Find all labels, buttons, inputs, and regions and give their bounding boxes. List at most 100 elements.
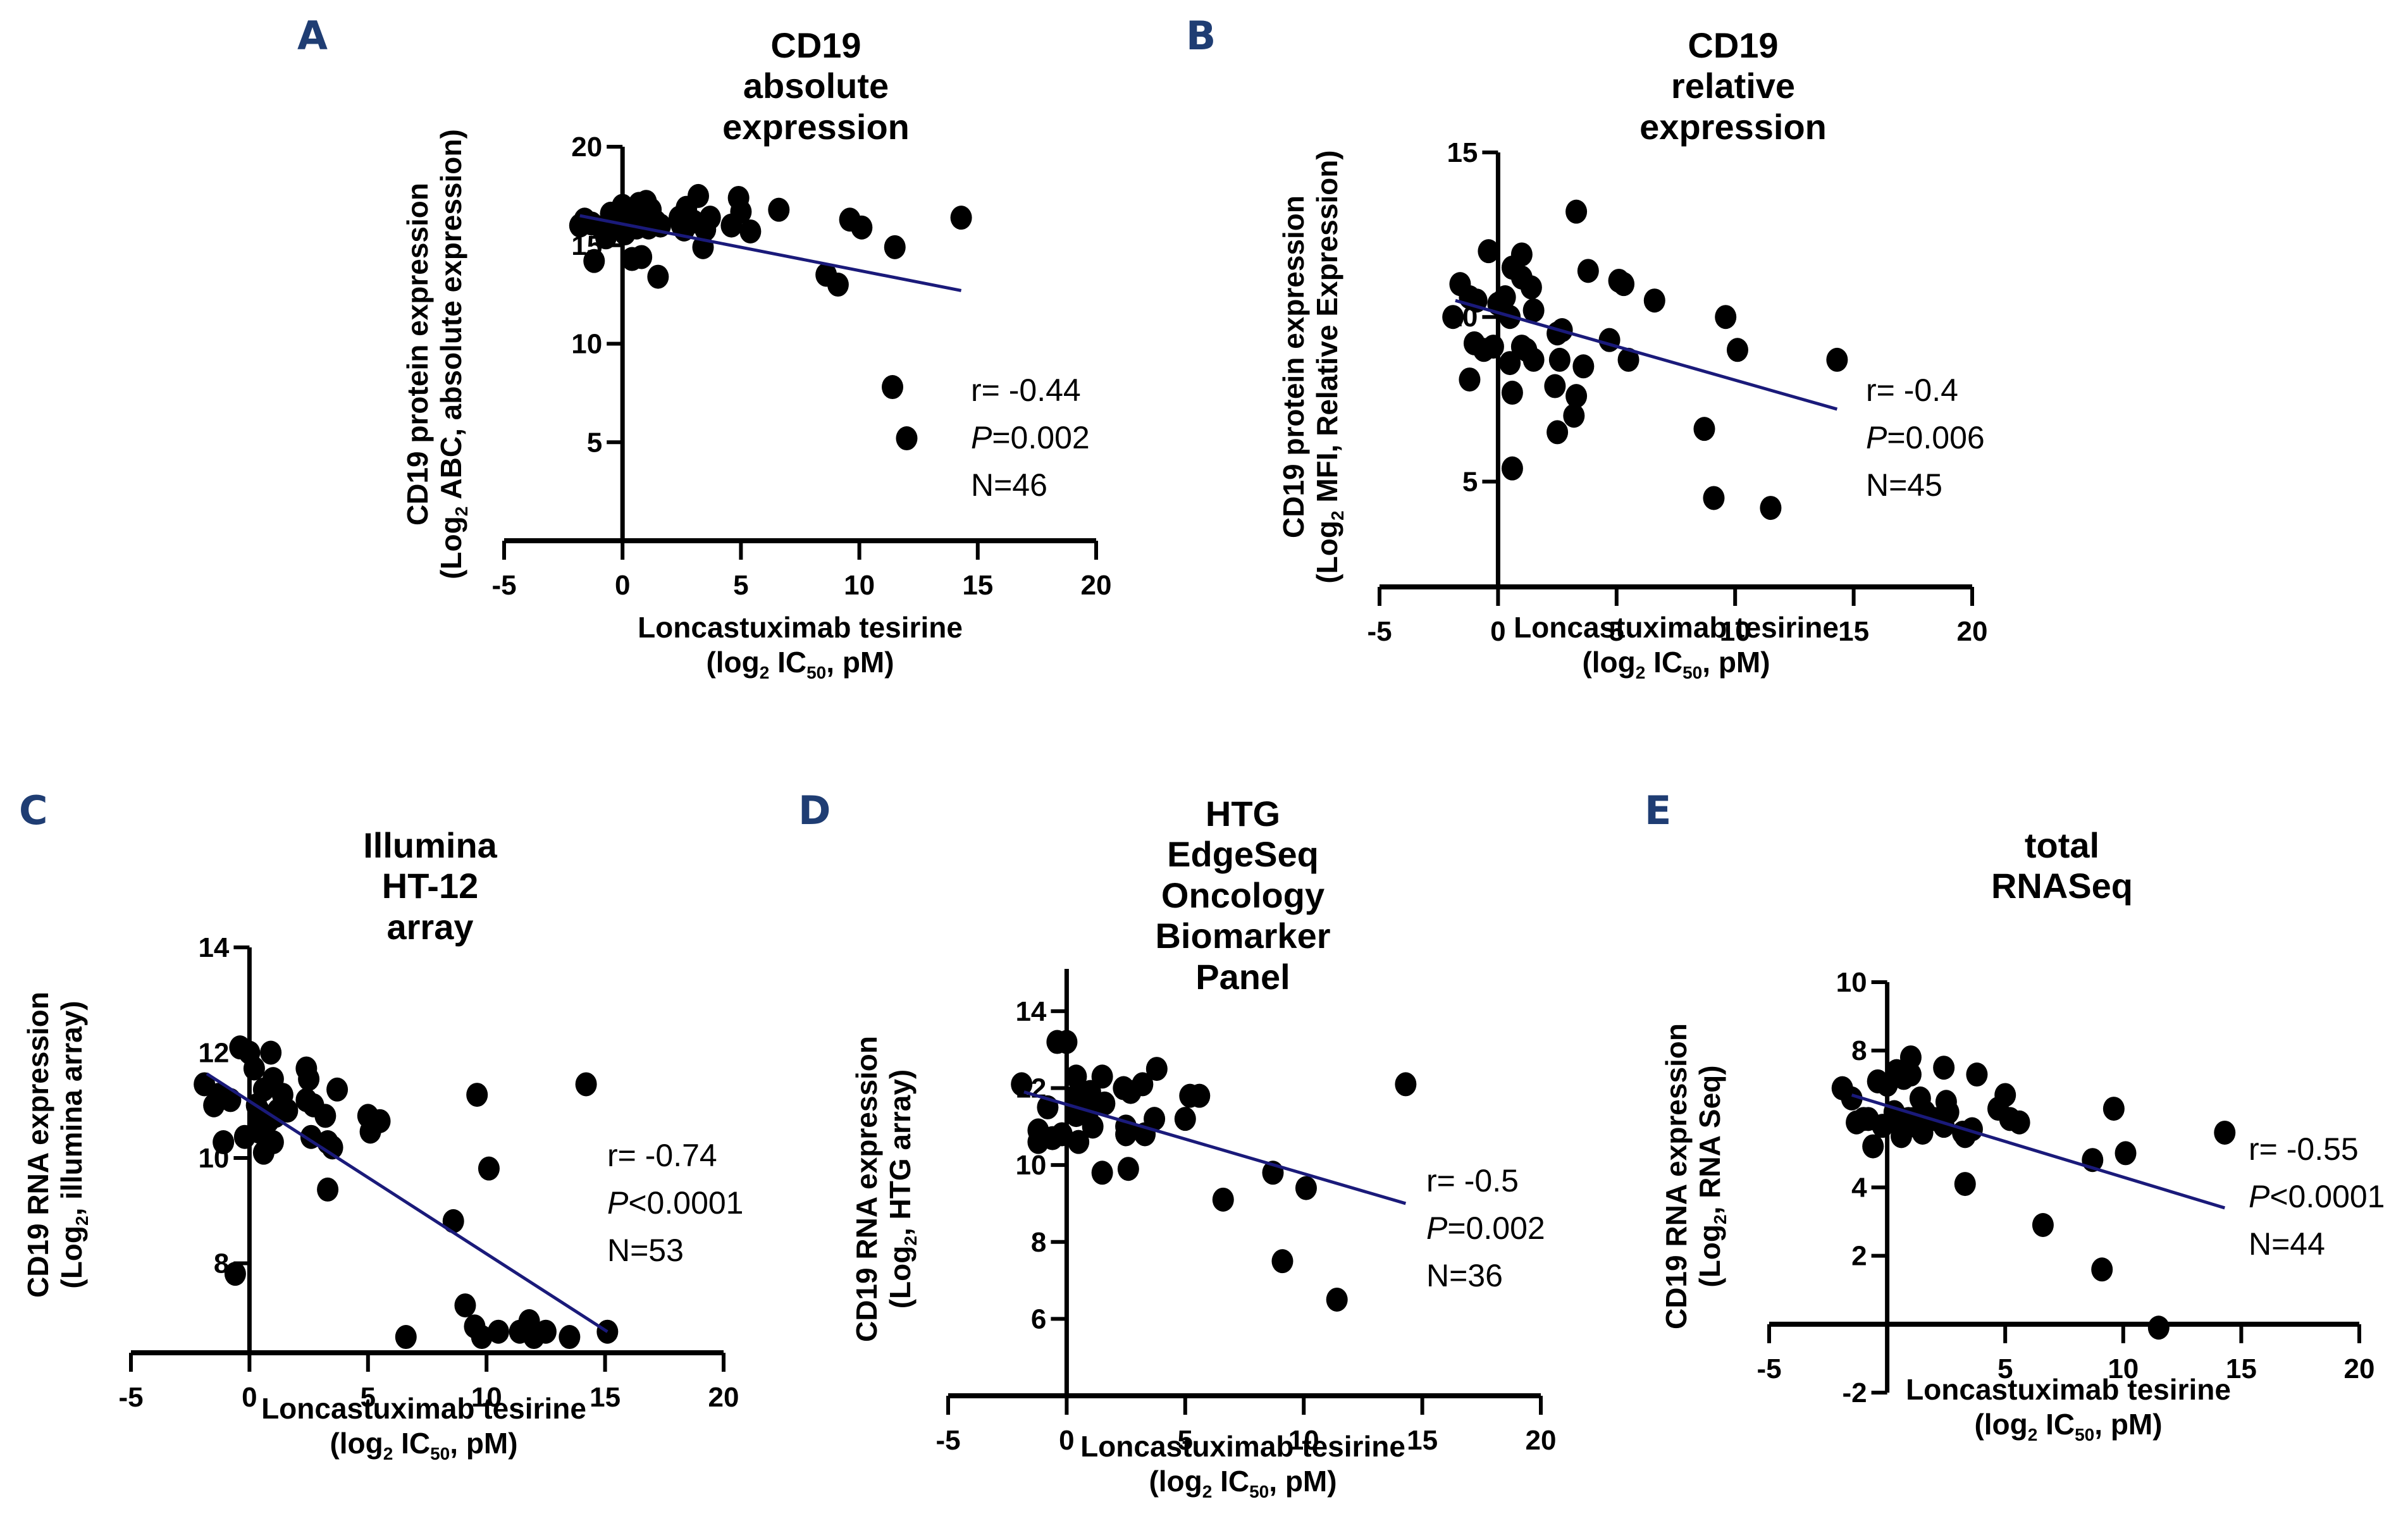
data-point xyxy=(1933,1056,1955,1080)
data-point xyxy=(1132,1072,1154,1097)
stat-n: N=46 xyxy=(971,462,1090,509)
chart-title-text: CD19 absolute expression xyxy=(722,25,910,147)
data-point xyxy=(2147,1315,2170,1340)
regression-line xyxy=(1023,1090,1407,1205)
x-axis-title-sub2: 50 xyxy=(1249,1482,1269,1502)
data-point xyxy=(1954,1172,1976,1197)
stat-p-value: =0.002 xyxy=(992,420,1090,455)
data-point xyxy=(1271,1249,1294,1274)
data-point xyxy=(260,1040,282,1065)
x-axis-title-sub2: 50 xyxy=(1683,663,1703,683)
stat-r: r= -0.55 xyxy=(2249,1126,2385,1173)
stat-p-value: <0.0001 xyxy=(628,1185,744,1221)
data-point xyxy=(1577,259,1599,283)
data-point xyxy=(1563,403,1585,428)
y-tick-label: 4 xyxy=(1851,1173,1867,1204)
stat-p: P<0.0001 xyxy=(2249,1173,2385,1221)
data-point xyxy=(1994,1083,2016,1107)
data-point xyxy=(2008,1110,2030,1135)
x-tick-label: 20 xyxy=(2344,1353,2375,1384)
stat-r-text: r= -0.55 xyxy=(2249,1131,2359,1167)
data-point xyxy=(1565,199,1588,224)
stat-p-value: =0.006 xyxy=(1887,420,1985,455)
stat-p: P=0.002 xyxy=(1426,1205,1545,1252)
x-tick-label: 15 xyxy=(1407,1425,1438,1456)
y-tick-label: 14 xyxy=(1015,996,1046,1027)
data-point xyxy=(1011,1072,1033,1097)
x-axis-title: Loncastuximab tesirine (log2 IC50, pM) xyxy=(261,1391,586,1465)
panel-e-plot: -5 5 10 15 20 -2 2 4 8 10 xyxy=(1757,967,2374,1408)
regression-line xyxy=(1851,1093,2226,1210)
x-axis-title-pre: (log xyxy=(706,646,760,679)
x-axis-title-text: Loncastuximab tesirine xyxy=(261,1392,586,1425)
data-point xyxy=(647,264,669,289)
x-tick-label: 5 xyxy=(1609,616,1624,647)
stat-r-text: r= -0.74 xyxy=(607,1138,717,1173)
x-axis-title-sub1: 2 xyxy=(759,663,770,683)
data-point xyxy=(631,245,653,269)
panel-letter-text: D xyxy=(798,787,831,834)
x-axis-title-post: , pM) xyxy=(450,1427,518,1460)
data-point xyxy=(1966,1062,1988,1087)
data-point xyxy=(1598,328,1621,352)
data-point xyxy=(1395,1072,1417,1097)
data-point xyxy=(730,199,752,224)
x-tick-label: 5 xyxy=(361,1382,376,1413)
data-point xyxy=(1703,486,1725,510)
x-tick-label: 5 xyxy=(733,570,748,601)
y-tick-label: 14 xyxy=(198,932,229,963)
data-point xyxy=(1115,1122,1137,1147)
x-axis-title: Loncastuximab tesirine (log2 IC50, pM) xyxy=(1080,1429,1405,1503)
stat-r-text: r= -0.5 xyxy=(1426,1163,1519,1198)
x-axis-title-sub1: 2 xyxy=(383,1444,393,1464)
data-point xyxy=(1499,351,1521,376)
panel-letter: D xyxy=(798,787,830,834)
data-point xyxy=(768,197,790,222)
data-point xyxy=(1459,367,1481,392)
x-tick-label: 10 xyxy=(471,1382,502,1413)
x-axis-title-line2: (log2 IC50, pM) xyxy=(261,1426,586,1465)
regression-line xyxy=(579,214,962,292)
chart-title-text: total RNASeq xyxy=(1991,825,2133,906)
stat-r: r= -0.74 xyxy=(607,1132,744,1179)
stat-n: N=53 xyxy=(607,1227,744,1274)
data-point xyxy=(534,1319,557,1344)
x-axis-title-line1: Loncastuximab tesirine xyxy=(1080,1429,1405,1464)
data-point xyxy=(638,215,660,240)
x-axis-title-line1: Loncastuximab tesirine xyxy=(1514,610,1839,645)
data-point xyxy=(1295,1176,1317,1200)
stat-r: r= -0.5 xyxy=(1426,1157,1545,1205)
stat-r: r= -0.4 xyxy=(1866,367,1985,414)
y-tick-label: 10 xyxy=(1836,967,1867,998)
stat-p-label: P xyxy=(607,1185,629,1221)
data-point xyxy=(2214,1120,2236,1145)
chart-title: HTG EdgeSeq Oncology Biomarker Panel xyxy=(1155,794,1330,997)
stat-p-label: P xyxy=(971,420,992,455)
x-axis-title-line1: Loncastuximab tesirine xyxy=(1906,1372,2231,1407)
x-tick-label: 0 xyxy=(1490,616,1505,647)
x-axis-title-text: Loncastuximab tesirine xyxy=(1906,1373,2231,1406)
stat-p-value: <0.0001 xyxy=(2269,1179,2385,1214)
y-tick-label: 8 xyxy=(1851,1035,1867,1066)
data-point xyxy=(487,1319,509,1344)
x-tick-label: 20 xyxy=(1081,570,1112,601)
y-tick-label: 5 xyxy=(1462,466,1478,497)
data-point xyxy=(1482,335,1504,359)
stat-p-label: P xyxy=(2249,1179,2270,1214)
panel-letter-text: B xyxy=(1186,13,1216,59)
x-axis-title-post: , pM) xyxy=(2094,1408,2163,1441)
x-axis-title-mid: IC xyxy=(2037,1408,2075,1441)
data-point xyxy=(1189,1083,1211,1108)
data-point xyxy=(1520,275,1542,300)
x-tick-label: 0 xyxy=(1059,1425,1074,1456)
data-point xyxy=(1145,1057,1168,1081)
data-point xyxy=(1065,1064,1087,1089)
data-point xyxy=(213,1130,235,1155)
chart-title-text: Illumina HT-12 array xyxy=(363,825,497,947)
data-point xyxy=(1051,1122,1073,1147)
y-tick-label: 5 xyxy=(587,427,602,458)
data-point xyxy=(1478,239,1500,264)
